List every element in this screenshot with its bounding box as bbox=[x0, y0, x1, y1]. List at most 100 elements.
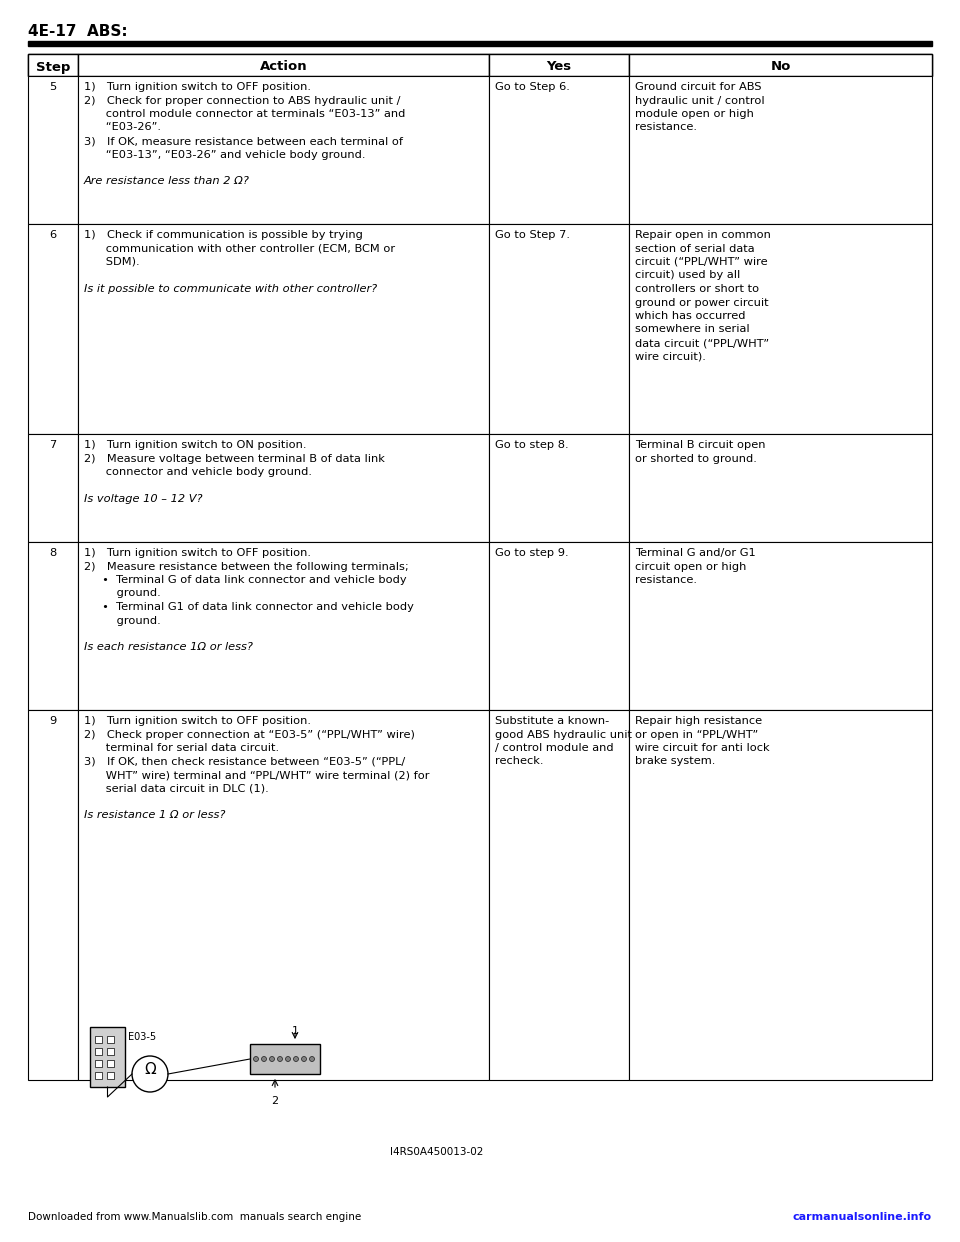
Text: 4E-17  ABS:: 4E-17 ABS: bbox=[28, 24, 128, 39]
Bar bbox=[629, 433, 932, 542]
Text: hydraulic unit / control: hydraulic unit / control bbox=[636, 96, 765, 106]
Bar bbox=[489, 542, 629, 710]
Text: section of serial data: section of serial data bbox=[636, 243, 755, 253]
Text: circuit (“PPL/WHT” wire: circuit (“PPL/WHT” wire bbox=[636, 257, 768, 267]
Text: Terminal B circuit open: Terminal B circuit open bbox=[636, 440, 766, 450]
Bar bbox=[28, 542, 78, 710]
Text: 1) Check if communication is possible by trying: 1) Check if communication is possible by… bbox=[84, 230, 363, 240]
Text: 7: 7 bbox=[49, 440, 57, 450]
Bar bbox=[107, 1072, 114, 1079]
Text: Ground circuit for ABS: Ground circuit for ABS bbox=[636, 82, 761, 92]
Text: ground or power circuit: ground or power circuit bbox=[636, 298, 769, 308]
Text: carmanualsonline.info: carmanualsonline.info bbox=[793, 1212, 932, 1222]
Circle shape bbox=[132, 1056, 168, 1092]
Bar bbox=[629, 76, 932, 224]
Bar bbox=[78, 433, 489, 542]
Text: 8: 8 bbox=[49, 548, 57, 558]
Text: circuit open or high: circuit open or high bbox=[636, 561, 747, 571]
Bar bbox=[28, 76, 78, 224]
Text: 2: 2 bbox=[272, 1095, 278, 1105]
Circle shape bbox=[261, 1057, 267, 1062]
Text: 2) Check for proper connection to ABS hydraulic unit /: 2) Check for proper connection to ABS hy… bbox=[84, 96, 400, 106]
Text: 9: 9 bbox=[49, 715, 57, 727]
Bar bbox=[95, 1048, 102, 1054]
Text: Is it possible to communicate with other controller?: Is it possible to communicate with other… bbox=[84, 284, 377, 294]
Text: SDM).: SDM). bbox=[84, 257, 139, 267]
Bar bbox=[489, 433, 629, 542]
Text: WHT” wire) terminal and “PPL/WHT” wire terminal (2) for: WHT” wire) terminal and “PPL/WHT” wire t… bbox=[84, 770, 429, 780]
Text: Yes: Yes bbox=[546, 61, 571, 73]
Circle shape bbox=[253, 1057, 258, 1062]
Bar bbox=[629, 542, 932, 710]
Text: connector and vehicle body ground.: connector and vehicle body ground. bbox=[84, 467, 312, 477]
Bar bbox=[28, 224, 78, 433]
Text: communication with other controller (ECM, BCM or: communication with other controller (ECM… bbox=[84, 243, 395, 253]
Bar bbox=[629, 224, 932, 433]
Text: 3) If OK, then check resistance between “E03-5” (“PPL/: 3) If OK, then check resistance between … bbox=[84, 756, 405, 766]
Text: Are resistance less than 2 Ω?: Are resistance less than 2 Ω? bbox=[84, 176, 250, 186]
Bar bbox=[78, 53, 489, 76]
Circle shape bbox=[277, 1057, 282, 1062]
Text: “E03-13”, “E03-26” and vehicle body ground.: “E03-13”, “E03-26” and vehicle body grou… bbox=[84, 149, 365, 159]
Circle shape bbox=[285, 1057, 291, 1062]
Bar bbox=[28, 710, 78, 1081]
Text: or shorted to ground.: or shorted to ground. bbox=[636, 453, 757, 463]
Bar bbox=[78, 542, 489, 710]
Text: 1) Turn ignition switch to OFF position.: 1) Turn ignition switch to OFF position. bbox=[84, 715, 311, 727]
Text: “E03-26”.: “E03-26”. bbox=[84, 123, 160, 133]
Text: Is resistance 1 Ω or less?: Is resistance 1 Ω or less? bbox=[84, 811, 225, 821]
Bar bbox=[78, 710, 489, 1081]
Bar bbox=[95, 1059, 102, 1067]
Text: Ω: Ω bbox=[144, 1062, 156, 1078]
Text: •  Terminal G1 of data link connector and vehicle body: • Terminal G1 of data link connector and… bbox=[84, 602, 414, 612]
Text: Substitute a known-: Substitute a known- bbox=[495, 715, 610, 727]
Text: Downloaded from www.Manualslib.com  manuals search engine: Downloaded from www.Manualslib.com manua… bbox=[28, 1212, 361, 1222]
Text: Is each resistance 1Ω or less?: Is each resistance 1Ω or less? bbox=[84, 642, 252, 652]
Text: 5: 5 bbox=[49, 82, 57, 92]
Bar bbox=[95, 1036, 102, 1043]
Text: Go to Step 6.: Go to Step 6. bbox=[495, 82, 570, 92]
Text: 6: 6 bbox=[49, 230, 57, 240]
Bar bbox=[78, 224, 489, 433]
Bar bbox=[489, 53, 629, 76]
Bar bbox=[78, 76, 489, 224]
Text: Repair open in common: Repair open in common bbox=[636, 230, 771, 240]
Bar bbox=[489, 76, 629, 224]
Circle shape bbox=[309, 1057, 315, 1062]
Text: wire circuit).: wire circuit). bbox=[636, 351, 706, 361]
Bar bbox=[90, 1027, 125, 1087]
Text: Go to step 8.: Go to step 8. bbox=[495, 440, 568, 450]
Bar bbox=[107, 1048, 114, 1054]
Text: Action: Action bbox=[259, 61, 307, 73]
Text: 2) Measure resistance between the following terminals;: 2) Measure resistance between the follow… bbox=[84, 561, 408, 571]
Bar bbox=[28, 433, 78, 542]
Text: 1) Turn ignition switch to OFF position.: 1) Turn ignition switch to OFF position. bbox=[84, 548, 311, 558]
Text: brake system.: brake system. bbox=[636, 756, 715, 766]
Bar bbox=[28, 53, 78, 76]
Text: circuit) used by all: circuit) used by all bbox=[636, 271, 740, 281]
Text: Go to Step 7.: Go to Step 7. bbox=[495, 230, 570, 240]
Bar bbox=[629, 710, 932, 1081]
Circle shape bbox=[301, 1057, 306, 1062]
Text: wire circuit for anti lock: wire circuit for anti lock bbox=[636, 743, 770, 753]
Text: resistance.: resistance. bbox=[636, 123, 697, 133]
Bar bbox=[107, 1059, 114, 1067]
Bar bbox=[107, 1036, 114, 1043]
Text: 1: 1 bbox=[292, 1026, 299, 1036]
Text: serial data circuit in DLC (1).: serial data circuit in DLC (1). bbox=[84, 784, 269, 794]
Text: 1) Turn ignition switch to OFF position.: 1) Turn ignition switch to OFF position. bbox=[84, 82, 311, 92]
Text: good ABS hydraulic unit: good ABS hydraulic unit bbox=[495, 729, 632, 739]
Text: Repair high resistance: Repair high resistance bbox=[636, 715, 762, 727]
Text: module open or high: module open or high bbox=[636, 109, 754, 119]
Bar bbox=[629, 53, 932, 76]
Text: Go to step 9.: Go to step 9. bbox=[495, 548, 568, 558]
Circle shape bbox=[270, 1057, 275, 1062]
Text: terminal for serial data circuit.: terminal for serial data circuit. bbox=[84, 743, 278, 753]
Text: recheck.: recheck. bbox=[495, 756, 543, 766]
Bar bbox=[28, 41, 932, 46]
Text: 3) If OK, measure resistance between each terminal of: 3) If OK, measure resistance between eac… bbox=[84, 137, 403, 147]
Text: controllers or short to: controllers or short to bbox=[636, 284, 759, 294]
Text: ground.: ground. bbox=[84, 589, 160, 599]
Bar bbox=[250, 1045, 320, 1074]
Bar bbox=[95, 1072, 102, 1079]
